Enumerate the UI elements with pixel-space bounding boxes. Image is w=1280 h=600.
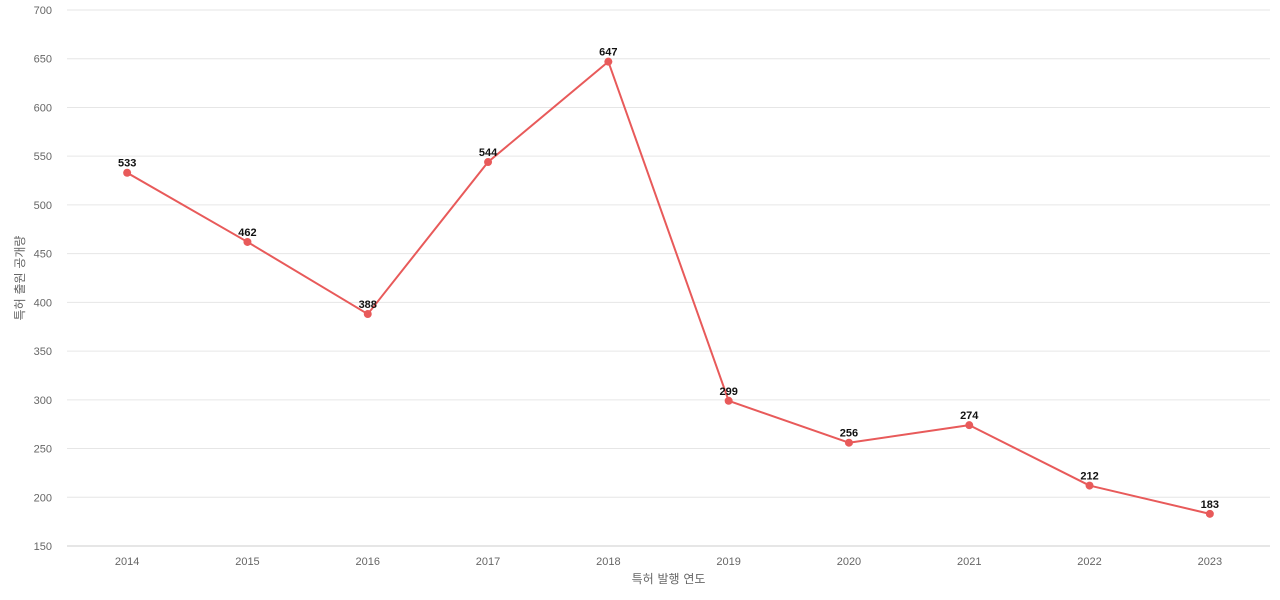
y-axis-title: 특허 출원 공개량 — [13, 236, 27, 321]
y-tick-label: 300 — [34, 395, 52, 407]
grid-lines — [67, 9, 1270, 498]
data-label: 533 — [118, 158, 136, 170]
y-tick-label: 400 — [34, 297, 52, 309]
data-label: 647 — [599, 47, 617, 59]
data-label: 462 — [238, 227, 256, 239]
y-tick-label: 150 — [34, 541, 52, 553]
y-tick-label: 350 — [34, 346, 52, 358]
data-label: 212 — [1080, 471, 1098, 483]
x-tick-label: 2015 — [235, 556, 259, 568]
data-point — [363, 310, 372, 319]
y-tick-label: 700 — [34, 5, 52, 17]
y-tick-label: 600 — [34, 102, 52, 114]
x-tick-label: 2023 — [1198, 556, 1222, 568]
data-point — [1205, 509, 1214, 518]
y-tick-label: 200 — [34, 492, 52, 504]
data-label: 299 — [719, 386, 737, 398]
x-tick-label: 2021 — [957, 556, 981, 568]
data-labels: 533 462 388 544 647 299 256 274 212 183 — [118, 47, 1219, 511]
x-tick-label: 2019 — [716, 556, 740, 568]
data-label: 388 — [359, 299, 377, 311]
y-tick-label: 450 — [34, 249, 52, 261]
data-point — [604, 57, 613, 66]
y-tick-label: 650 — [34, 54, 52, 66]
data-point — [724, 396, 733, 405]
x-axis-title: 특허 발행 연도 — [632, 571, 706, 586]
x-tick-label: 2022 — [1077, 556, 1101, 568]
y-axis-ticks: 150 200 250 300 350 400 450 500 550 600 650 700 — [34, 5, 52, 553]
data-label: 183 — [1201, 499, 1219, 511]
y-tick-label: 250 — [34, 444, 52, 456]
x-tick-label: 2017 — [476, 556, 500, 568]
series — [123, 57, 1214, 518]
x-axis-ticks: 2014 2015 2016 2017 2018 2019 2020 2021 2022 2023 — [115, 556, 1222, 568]
data-point — [484, 158, 493, 167]
data-point — [844, 438, 853, 447]
x-tick-label: 2016 — [356, 556, 380, 568]
data-label: 274 — [960, 410, 979, 422]
data-point — [965, 421, 974, 430]
data-label: 256 — [840, 428, 858, 440]
y-tick-label: 550 — [34, 151, 52, 163]
x-tick-label: 2014 — [115, 556, 139, 568]
data-label: 544 — [479, 147, 498, 159]
x-tick-label: 2018 — [596, 556, 620, 568]
data-point — [1085, 481, 1094, 490]
x-tick-label: 2020 — [837, 556, 861, 568]
data-point — [243, 237, 252, 246]
data-point — [123, 168, 132, 177]
y-tick-label: 500 — [34, 200, 52, 212]
series-line — [126, 60, 1211, 515]
